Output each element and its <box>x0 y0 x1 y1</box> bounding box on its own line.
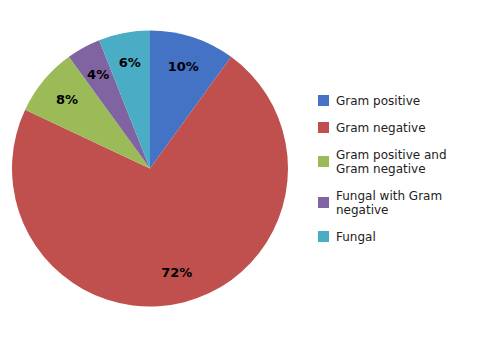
legend-label-line: Gram positive <box>336 94 420 108</box>
data-labels: 10% 72% 8% 4% 6% <box>56 55 199 280</box>
legend-label-line: Fungal <box>336 230 376 244</box>
data-label: 6% <box>119 55 141 70</box>
legend-swatch <box>318 122 329 133</box>
legend: Gram positiveGram negativeGram positive … <box>318 94 447 244</box>
chart: 10%72%8%4%6%Gram positiveGram negativeGr… <box>0 0 500 337</box>
legend-swatch <box>318 231 329 242</box>
legend-label-line: Gram negative <box>336 162 426 176</box>
legend-label: Gram positive <box>336 94 420 108</box>
data-label: 4% <box>87 67 109 82</box>
pie <box>12 31 288 307</box>
legend-label: Fungal <box>336 230 376 244</box>
data-label: 8% <box>56 92 78 107</box>
legend-label: Gram negative <box>336 121 426 135</box>
legend-label-line: Gram positive and <box>336 148 447 162</box>
data-label: 72% <box>161 265 192 280</box>
legend-swatch <box>318 197 329 208</box>
legend-label: Gram positive andGram negative <box>336 148 447 176</box>
legend-label-line: Gram negative <box>336 121 426 135</box>
legend-label: Fungal with Gramnegative <box>336 189 442 217</box>
legend-swatch <box>318 156 329 167</box>
legend-swatch <box>318 95 329 106</box>
data-label: 10% <box>168 59 199 74</box>
pie-slice <box>99 31 150 169</box>
legend-label-line: Fungal with Gram <box>336 189 442 203</box>
legend-label-line: negative <box>336 203 388 217</box>
